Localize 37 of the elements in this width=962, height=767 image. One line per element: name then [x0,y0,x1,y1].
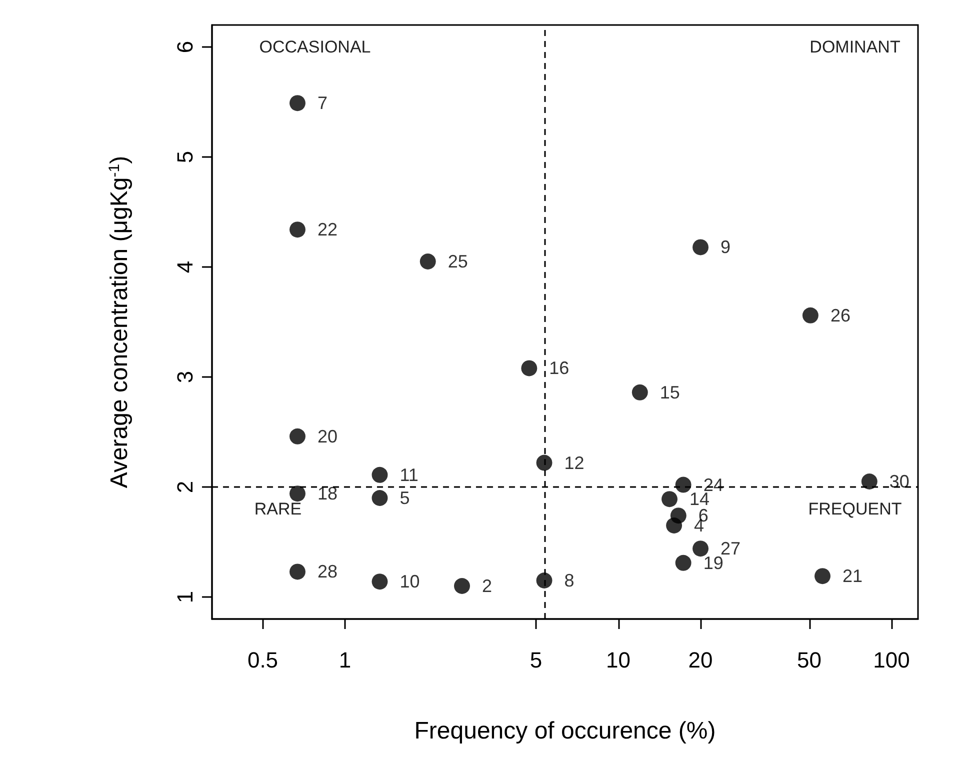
x-tick-label: 1 [338,648,352,672]
y-tick-label: 1 [172,590,198,604]
series-label: 20 [317,426,338,446]
y-tick-label: 2 [172,480,198,494]
series-label: 18 [317,484,338,504]
series-label: 15 [660,382,680,402]
x-tick-label: 10 [606,648,631,672]
annotation: RARE [254,500,302,518]
y-axis-title: Average concentration (μgKg-1) [106,156,133,488]
series-label: 26 [830,305,850,326]
series-label: 22 [317,220,338,240]
y-tick-label: 5 [172,150,198,164]
series-label: 25 [448,252,468,272]
y-tick-label: 3 [172,370,198,384]
series-label: 7 [317,93,328,114]
series-label: 10 [400,572,420,592]
x-tick-label: 5 [530,648,542,672]
x-tick-label: 100 [873,648,910,672]
series-label: 5 [400,488,410,508]
series-label: 8 [564,570,574,590]
x-axis-title: Frequency of occurence (%) [414,718,716,744]
y-tick-label: 6 [172,40,198,54]
x-tick-label: 20 [688,648,713,672]
annotation: FREQUENT [808,500,902,518]
series-label: 9 [720,237,731,258]
x-tick-label: 50 [797,648,822,672]
y-tick-label: 4 [172,260,198,274]
series-label: 12 [564,452,584,473]
series-label: 16 [549,358,570,378]
series-label: 2 [482,576,492,596]
series-label: 21 [842,566,863,586]
annotation: DOMINANT [810,38,900,56]
series-label: 28 [317,562,338,582]
annotation: OCCASIONAL [259,38,371,56]
x-tick-label: 0.5 [247,648,278,672]
series-label: 11 [400,464,418,485]
series-label: 27 [720,538,741,559]
